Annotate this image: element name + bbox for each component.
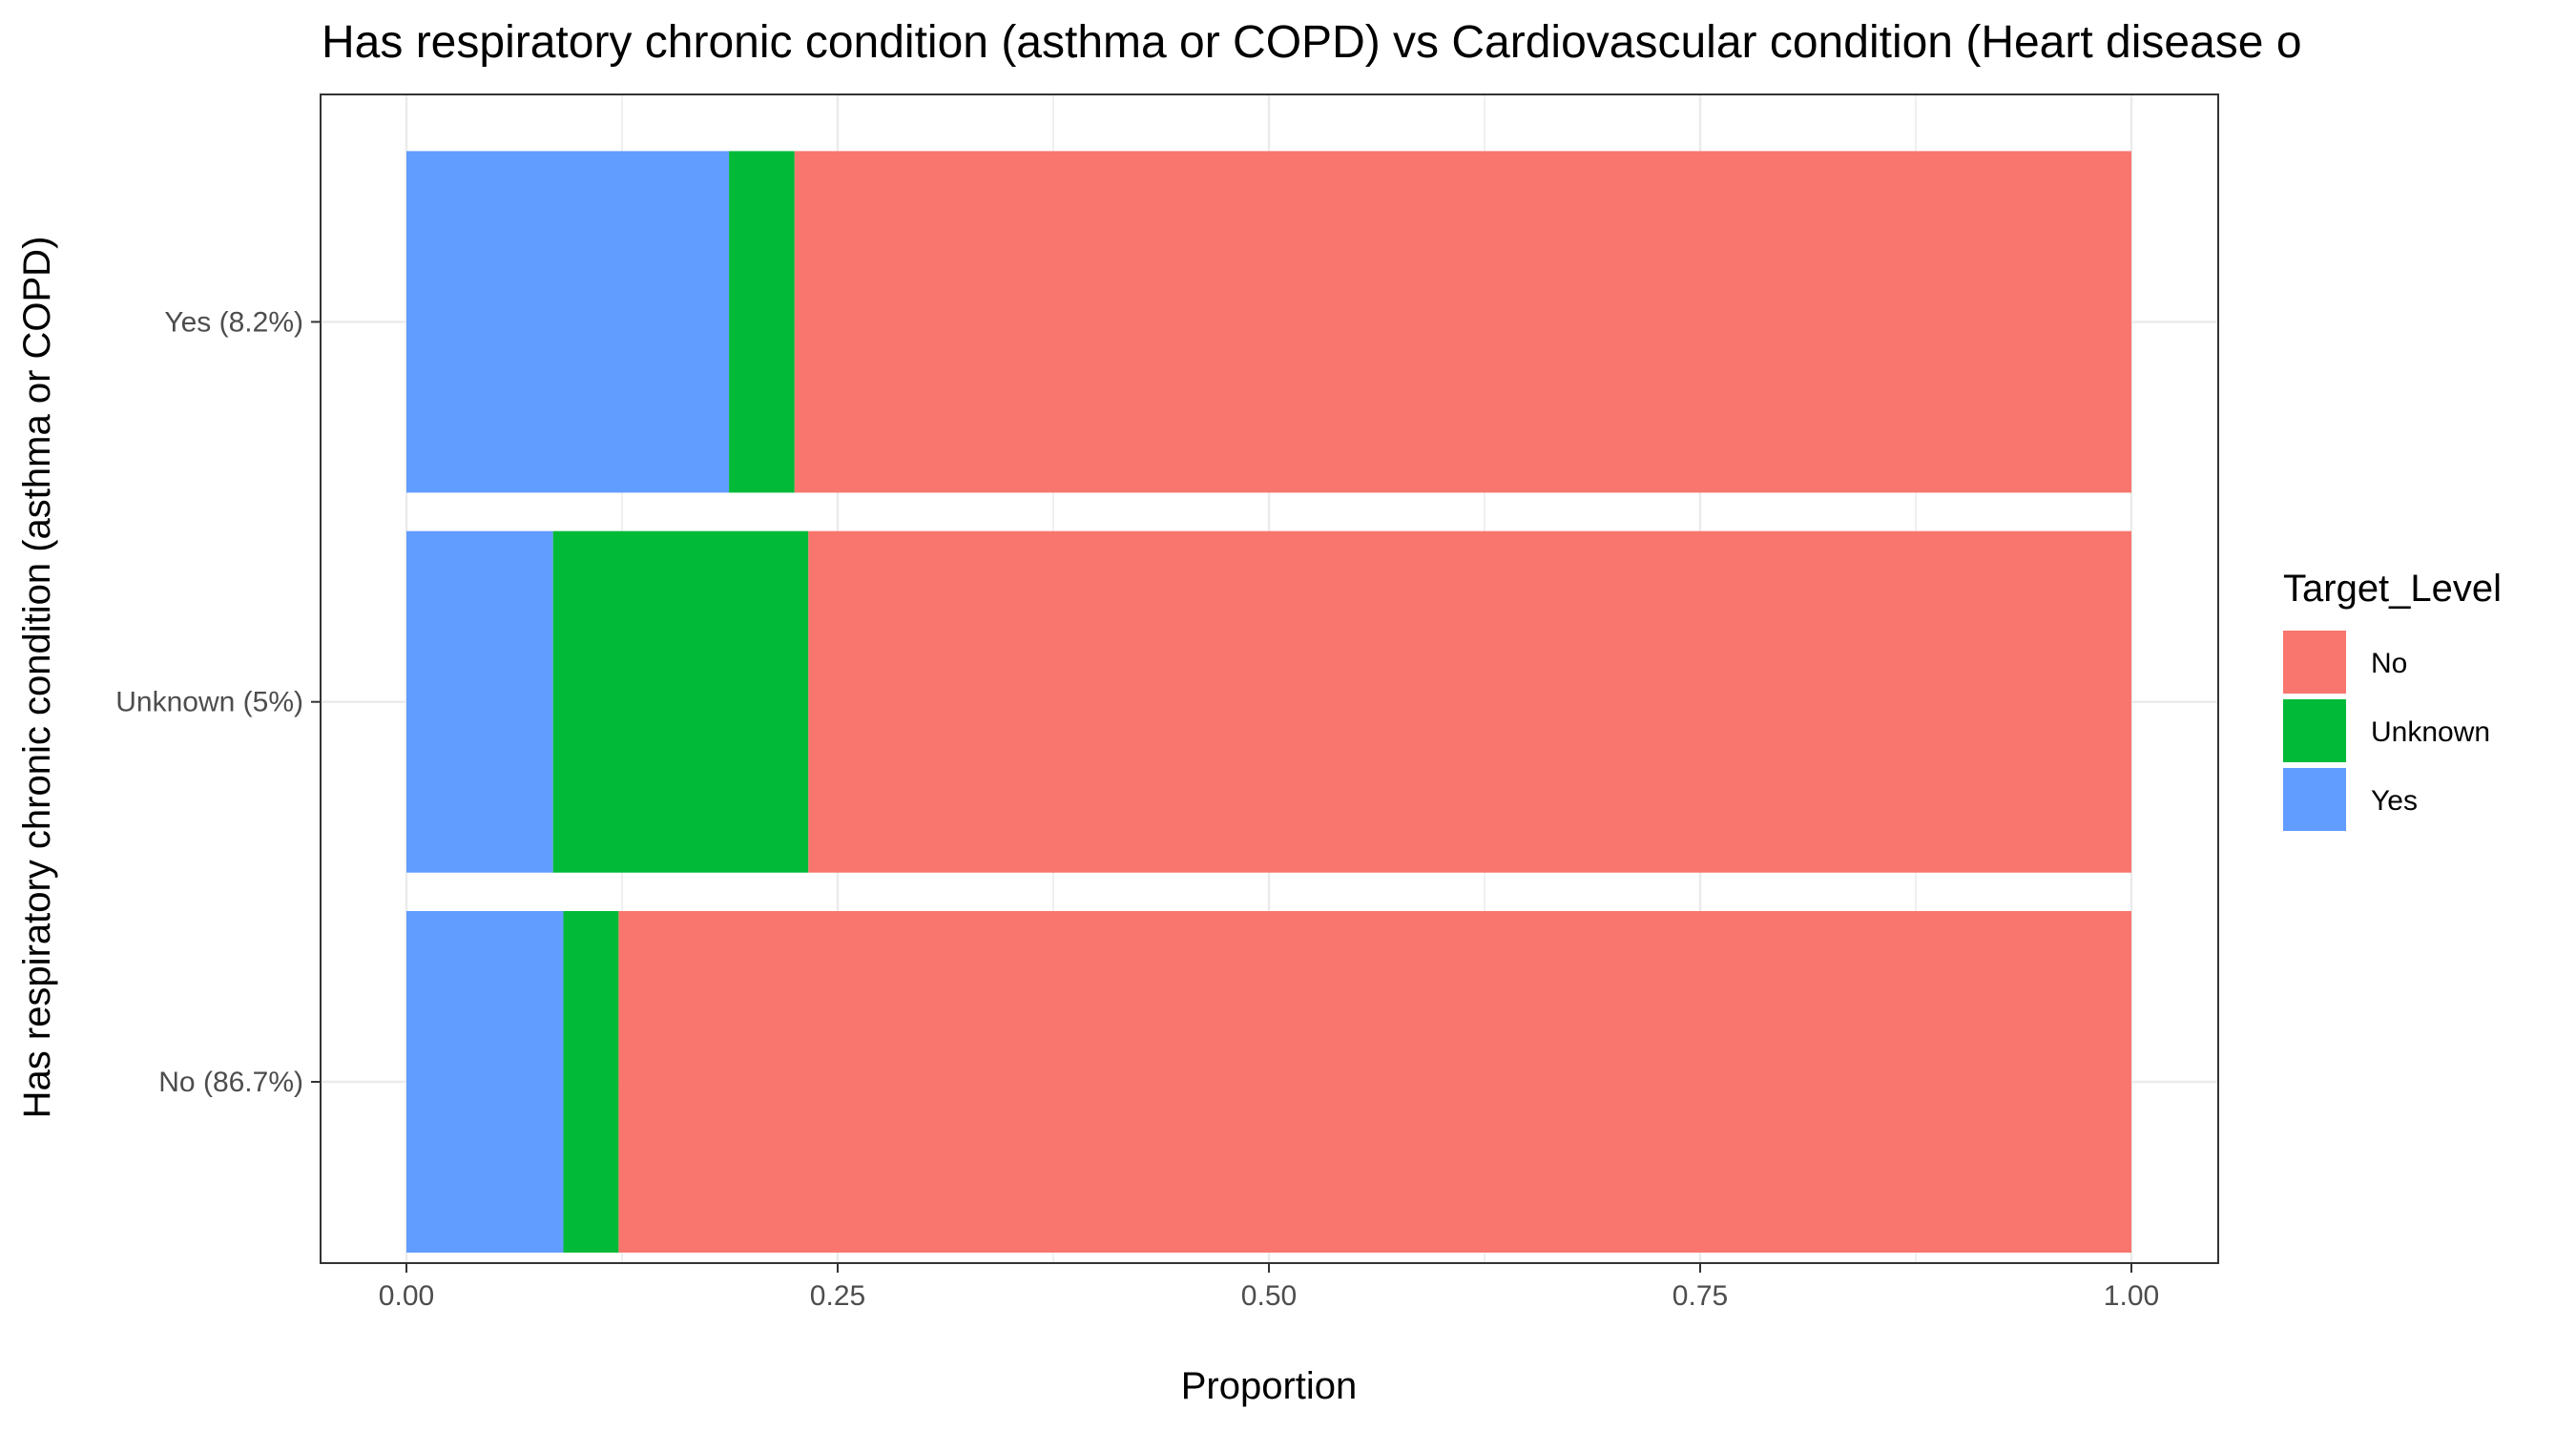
x-tick-label: 0.75: [1672, 1280, 1728, 1312]
y-axis-title: Has respiratory chronic condition (asthm…: [16, 237, 58, 1119]
bar-unknown-0: [563, 911, 619, 1253]
bar-yes-1: [406, 530, 553, 873]
x-tick-label: 0.25: [810, 1280, 865, 1312]
x-tick-label: 0.00: [379, 1280, 434, 1312]
legend: Target_Level No Unknown Yes: [2283, 568, 2502, 831]
x-axis-title: Proportion: [1181, 1365, 1358, 1407]
bar-no-0: [618, 911, 2131, 1253]
legend-key-no: [2283, 631, 2346, 694]
y-tick-label: Yes (8.2%): [164, 306, 303, 338]
x-tick-label: 1.00: [2104, 1280, 2159, 1312]
bar-yes-2: [406, 151, 730, 493]
bar-no-2: [794, 151, 2131, 493]
x-axis-ticks: 0.00 0.25 0.50 0.75 1.00: [379, 1263, 2159, 1312]
bar-unknown-1: [552, 530, 809, 873]
bar-no-1: [808, 530, 2132, 873]
y-tick-label: No (86.7%): [158, 1067, 303, 1098]
legend-key-unknown: [2283, 699, 2346, 762]
x-tick-label: 0.50: [1241, 1280, 1297, 1312]
bars: [406, 151, 2132, 1253]
legend-title: Target_Level: [2283, 568, 2502, 610]
legend-label-unknown: Unknown: [2371, 716, 2490, 748]
chart-title: Has respiratory chronic condition (asthm…: [322, 17, 2302, 68]
legend-key-yes: [2283, 768, 2346, 831]
y-axis-ticks: No (86.7%) Unknown (5%) Yes (8.2%): [115, 306, 321, 1098]
legend-label-yes: Yes: [2371, 785, 2418, 817]
y-tick-label: Unknown (5%): [115, 687, 303, 718]
bar-yes-0: [406, 911, 564, 1253]
bar-unknown-2: [729, 151, 795, 493]
legend-items: No Unknown Yes: [2283, 631, 2490, 831]
legend-label-no: No: [2371, 648, 2407, 679]
